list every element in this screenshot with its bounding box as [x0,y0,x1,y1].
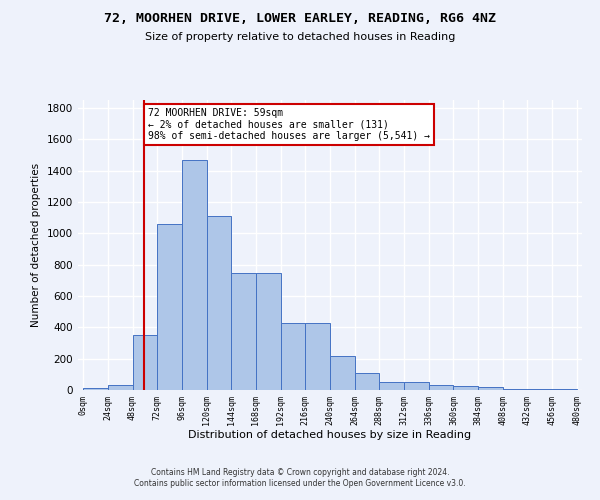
Bar [503,389,527,390]
Bar [478,387,503,390]
Bar [527,389,552,390]
Bar [157,224,182,390]
Bar [256,273,281,390]
Bar [182,160,206,390]
Bar [379,382,404,390]
Text: Size of property relative to detached houses in Reading: Size of property relative to detached ho… [145,32,455,42]
Bar [355,373,379,390]
Bar [330,356,355,390]
Bar [133,335,157,390]
Bar [429,384,454,390]
Text: 72, MOORHEN DRIVE, LOWER EARLEY, READING, RG6 4NZ: 72, MOORHEN DRIVE, LOWER EARLEY, READING… [104,12,496,26]
Bar [305,322,330,390]
Bar [206,216,231,390]
Bar [404,382,429,390]
X-axis label: Distribution of detached houses by size in Reading: Distribution of detached houses by size … [188,430,472,440]
Bar [281,322,305,390]
Text: 72 MOORHEN DRIVE: 59sqm
← 2% of detached houses are smaller (131)
98% of semi-de: 72 MOORHEN DRIVE: 59sqm ← 2% of detached… [148,108,430,141]
Text: Contains HM Land Registry data © Crown copyright and database right 2024.
Contai: Contains HM Land Registry data © Crown c… [134,468,466,487]
Bar [83,388,108,390]
Bar [108,384,133,390]
Bar [454,386,478,390]
Bar [231,273,256,390]
Y-axis label: Number of detached properties: Number of detached properties [31,163,41,327]
Bar [552,389,577,390]
